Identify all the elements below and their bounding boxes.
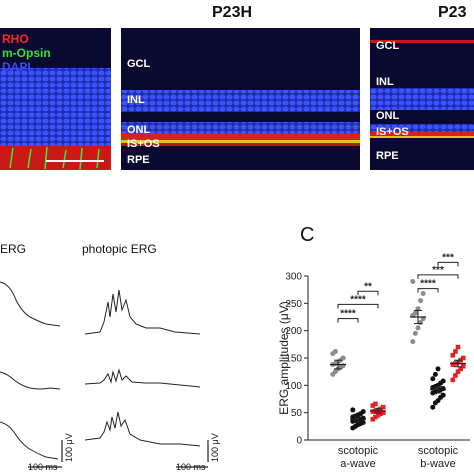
data-point	[460, 355, 466, 361]
y-tick-label: 200	[285, 326, 302, 337]
retina-image-p23h	[121, 28, 360, 170]
data-point	[415, 325, 421, 331]
header-p23h: P23H	[212, 4, 253, 21]
data-point	[373, 401, 378, 407]
significance-bracket	[417, 288, 439, 293]
data-point	[332, 348, 338, 354]
erg-trace-left-3	[0, 421, 59, 460]
data-point	[430, 404, 436, 410]
data-point	[420, 290, 426, 296]
layer-label-gcl: GCL	[127, 58, 151, 70]
retina-panel-p23h: GCL INL ONL IS+OS RPE	[121, 28, 360, 170]
retina-image-wt	[0, 28, 111, 170]
significance-label: ****	[340, 309, 356, 320]
erg-title-right: photopic ERG	[82, 242, 157, 256]
category-label: b-wave	[420, 458, 455, 470]
data-point	[375, 413, 381, 418]
erg-traces	[0, 281, 209, 468]
legend-rho: RHO	[2, 32, 29, 46]
data-point	[340, 363, 346, 369]
layer-label-isos-right: IS+OS	[376, 126, 409, 138]
y-tick-label: 300	[285, 272, 302, 283]
data-point	[450, 352, 456, 358]
data-point	[450, 377, 456, 383]
significance-label: ***	[432, 265, 444, 276]
data-point	[460, 363, 466, 369]
scale-label-uv-left: 100 μV	[64, 433, 74, 462]
data-point	[378, 411, 383, 417]
data-point	[410, 339, 416, 345]
erg-trace-right-3	[84, 411, 201, 447]
layer-label-onl: ONL	[127, 124, 151, 136]
data-point	[410, 278, 416, 284]
scale-label-ms-left: 100 ms	[28, 462, 58, 472]
layer-label-rpe: RPE	[127, 154, 150, 166]
scale-bar	[46, 160, 104, 162]
layer-label-onl-right: ONL	[376, 110, 400, 122]
data-point	[380, 404, 386, 410]
data-point	[440, 392, 446, 398]
significance-bracket	[337, 303, 379, 309]
legend-mopsin: m-Opsin	[2, 46, 51, 60]
data-point	[360, 415, 366, 421]
significance-bracket	[357, 290, 379, 296]
data-point	[430, 376, 436, 382]
layer-label-isos: IS+OS	[127, 138, 160, 150]
data-point	[370, 403, 376, 408]
panel-letter-c: C	[300, 224, 315, 246]
data-point	[455, 344, 461, 350]
y-tick-label: 0	[296, 436, 302, 447]
significance-label: ****	[420, 279, 436, 290]
y-tick-label: 100	[285, 381, 302, 392]
layer-label-rpe-right: RPE	[376, 150, 399, 162]
retina-panel-right: GCL INL ONL IS+OS RPE	[370, 28, 474, 170]
significance-bracket	[437, 261, 459, 267]
header-p23: P23	[438, 4, 467, 21]
data-point	[458, 366, 463, 372]
data-point	[412, 330, 418, 336]
legend-dapi: DAPI	[2, 60, 31, 74]
retina-image-right	[370, 28, 474, 170]
erg-trace-right-2	[84, 368, 201, 388]
category-label: scotopic	[418, 445, 459, 457]
data-point	[432, 371, 438, 377]
retina-panel-wt: RHO m-Opsin DAPI	[0, 28, 111, 170]
erg-trace-right-1	[84, 289, 201, 335]
erg-title-left: ERG	[0, 242, 27, 256]
data-point	[340, 355, 346, 361]
y-tick-label: 150	[285, 354, 302, 365]
significance-bracket	[417, 274, 459, 279]
layer-label-inl: INL	[127, 94, 145, 106]
category-label: scotopic	[338, 445, 379, 457]
scale-label-uv-right: 100 μV	[210, 433, 220, 462]
significance-label: **	[364, 281, 372, 292]
data-point	[370, 416, 376, 422]
layer-label-inl-right: INL	[376, 76, 394, 88]
significance-label: ***	[442, 252, 454, 263]
significance-bracket	[337, 318, 359, 323]
scale-label-ms-right: 100 ms	[176, 462, 206, 472]
category-label: a-wave	[340, 458, 375, 470]
data-point	[435, 366, 441, 372]
data-point	[412, 310, 418, 316]
y-tick-label: 250	[285, 299, 302, 310]
data-point	[380, 410, 386, 415]
y-tick-label: 50	[291, 408, 303, 419]
data-point	[455, 369, 461, 374]
erg-trace-left-2	[0, 371, 61, 390]
erg-trace-left-1	[0, 281, 61, 327]
data-point	[453, 349, 458, 354]
data-point	[440, 378, 446, 384]
data-point	[350, 407, 356, 413]
data-point	[360, 409, 366, 415]
data-point	[373, 414, 378, 420]
data-point	[418, 298, 424, 304]
y-axis-label: ERG amplitudes (μV)	[278, 301, 291, 415]
data-point	[450, 362, 456, 367]
data-point	[453, 373, 458, 378]
layer-label-gcl-right: GCL	[376, 40, 400, 52]
significance-label: ****	[350, 294, 366, 305]
